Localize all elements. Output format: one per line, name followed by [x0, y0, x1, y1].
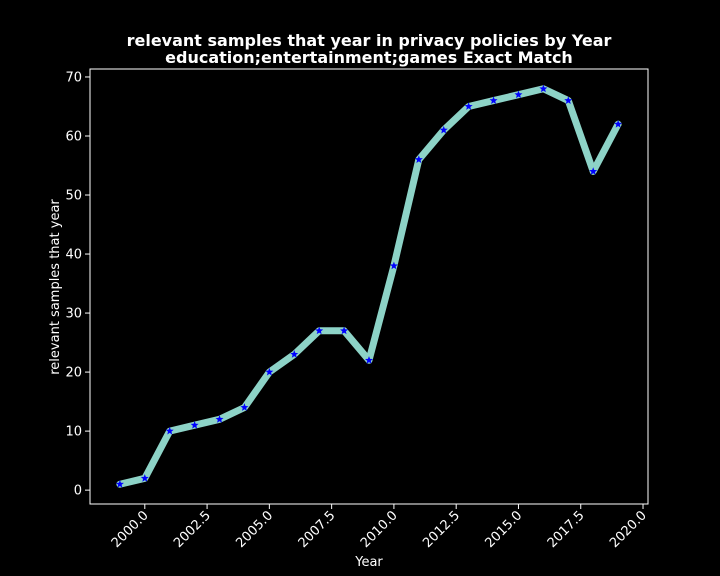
chart-subtitle: education;entertainment;games Exact Matc… [165, 48, 573, 67]
x-tick-label: 2000.0 [109, 508, 152, 551]
x-tick-label: 2015.0 [483, 508, 526, 551]
data-point [190, 421, 199, 429]
y-axis: 0 10 20 30 40 50 60 70 [65, 70, 90, 499]
data-point [365, 356, 373, 364]
data-point [414, 155, 423, 163]
axes-frame [89, 68, 649, 505]
chart-title: relevant samples that year in privacy po… [127, 31, 612, 50]
y-tick-label: 50 [65, 189, 82, 204]
data-point [489, 96, 498, 104]
y-axis-label: relevant samples that year [48, 199, 63, 375]
data-point [340, 326, 349, 335]
data-point [240, 403, 249, 411]
data-point [215, 415, 224, 423]
x-tick-label: 2007.5 [296, 508, 339, 551]
data-point [165, 426, 174, 435]
data-point [564, 96, 573, 104]
x-tick-label: 2002.5 [171, 508, 214, 551]
y-tick-label: 0 [74, 484, 82, 499]
data-point [115, 480, 124, 488]
y-tick-label: 10 [65, 425, 82, 440]
data-point [290, 350, 299, 358]
data-point [464, 102, 473, 110]
x-axis-label: Year [354, 555, 383, 570]
x-tick-label: 2017.5 [545, 508, 588, 551]
data-point [514, 90, 523, 99]
data-point [315, 326, 324, 335]
data-point [389, 261, 398, 270]
y-tick-label: 70 [65, 70, 82, 85]
data-point [265, 367, 274, 376]
x-tick-label: 2020.0 [607, 508, 650, 551]
x-axis: 2000.0 2002.5 2005.0 2007.5 2010.0 2012.5 2015… [109, 504, 650, 551]
y-tick-label: 60 [65, 129, 82, 144]
x-tick-label: 2005.0 [233, 508, 276, 551]
data-point [439, 125, 448, 134]
y-tick-label: 30 [65, 307, 82, 322]
data-point [140, 474, 149, 482]
y-tick-label: 20 [65, 366, 82, 381]
y-tick-label: 40 [65, 248, 82, 263]
data-point [539, 84, 548, 93]
x-tick-label: 2012.5 [420, 508, 463, 551]
plot-area [115, 84, 623, 488]
x-tick-label: 2010.0 [358, 508, 401, 551]
data-point [589, 167, 598, 175]
data-point [614, 119, 623, 128]
